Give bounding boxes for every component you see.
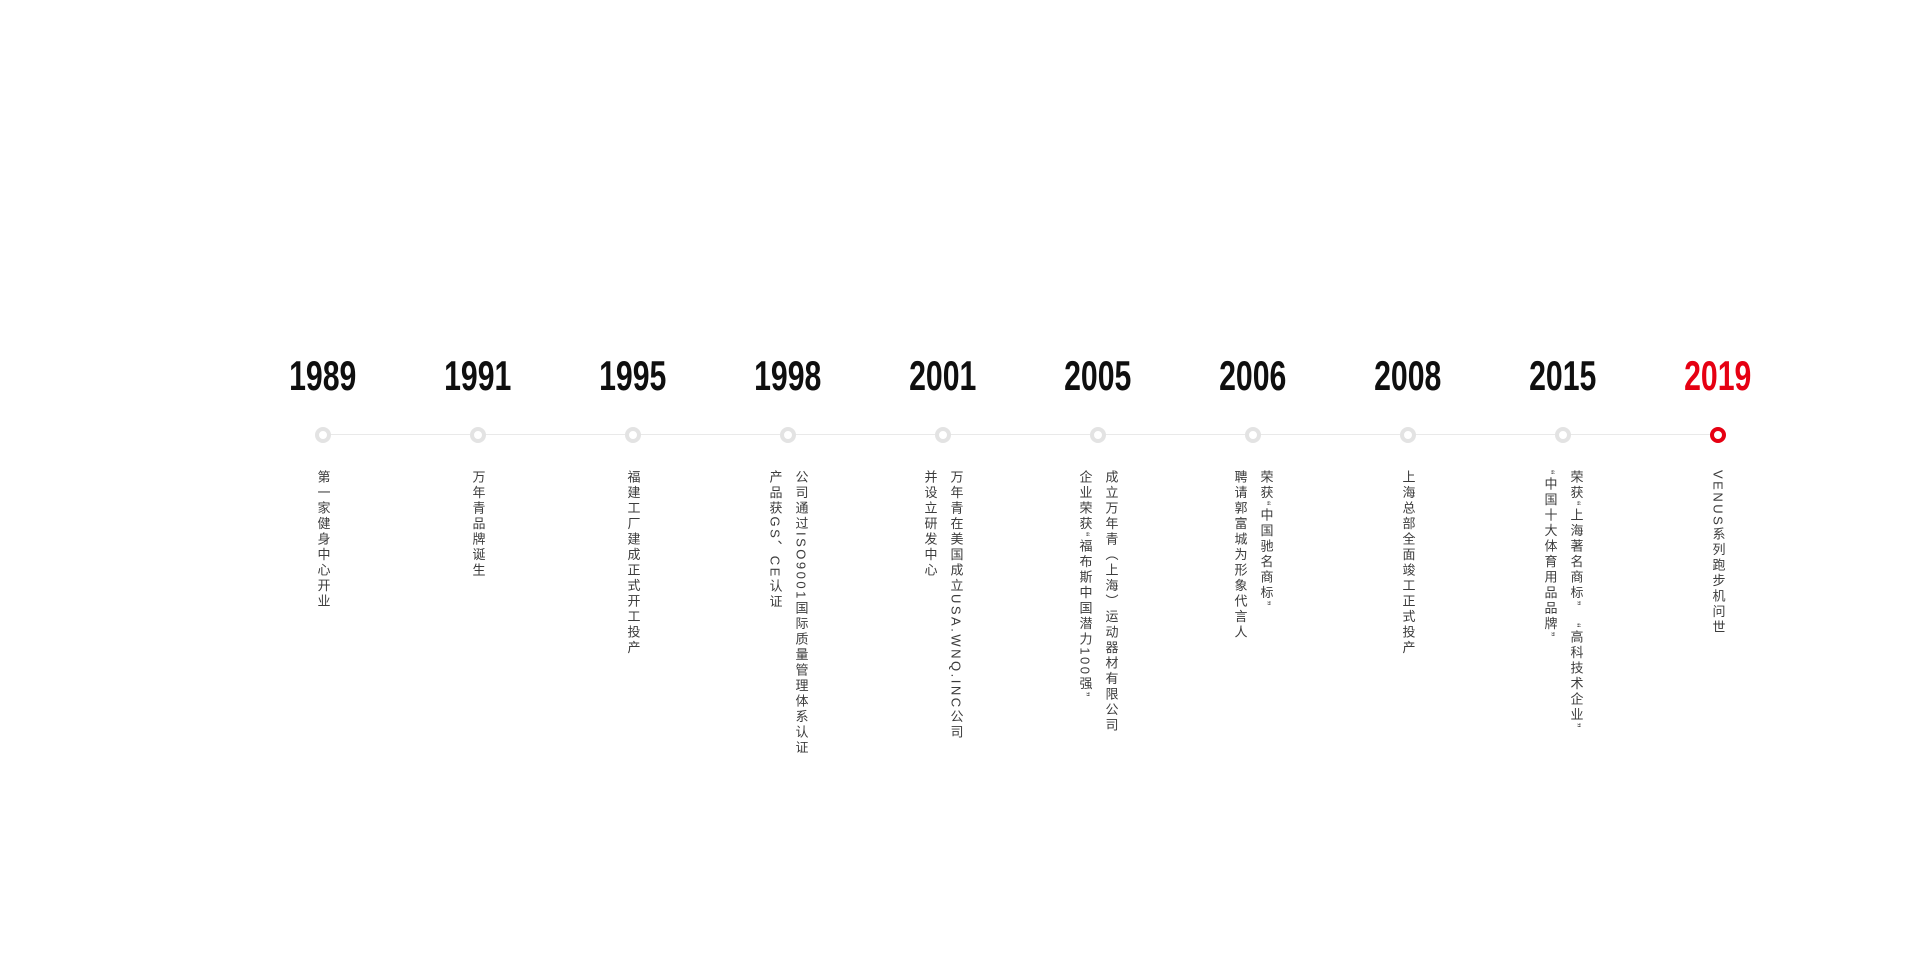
description-line: 并设立研发中心 bbox=[922, 470, 938, 579]
milestone-year: 2015 bbox=[1528, 352, 1597, 399]
milestone-description: 成立万年青（上海）运动器材有限公司 企业荣获“福布斯中国潜力100强” bbox=[1072, 470, 1124, 800]
milestone-year: 2019 bbox=[1683, 352, 1752, 399]
milestone-year: 2006 bbox=[1218, 352, 1287, 399]
milestone-description: 荣获“中国驰名商标” 聘请郭富城为形象代言人 bbox=[1227, 470, 1279, 800]
milestone-year: 1989 bbox=[288, 352, 357, 399]
timeline-milestone: 2019 VENUS系列跑步机问世 bbox=[1640, 354, 1795, 800]
milestone-description: VENUS系列跑步机问世 bbox=[1705, 470, 1731, 800]
timeline-milestone: 1998 公司通过ISO9001国际质量管理体系认证 产品获GS、CE认证 bbox=[710, 354, 865, 800]
milestone-dot-icon bbox=[934, 427, 951, 443]
description-line: 产品获GS、CE认证 bbox=[767, 470, 783, 610]
milestone-description: 荣获“上海著名商标” “高科技术企业” “中国十大体育用品品牌” bbox=[1537, 470, 1589, 800]
milestone-year: 2008 bbox=[1373, 352, 1442, 399]
timeline-milestone: 1989 第一家健身中心开业 bbox=[245, 354, 400, 800]
milestone-year: 2001 bbox=[908, 352, 977, 399]
timeline-milestone: 2001 万年青在美国成立USA.WNQ.INC公司 并设立研发中心 bbox=[865, 354, 1020, 800]
milestone-description: 第一家健身中心开业 bbox=[310, 470, 336, 800]
milestone-dot-icon bbox=[1399, 427, 1416, 443]
description-line: 企业荣获“福布斯中国潜力100强” bbox=[1077, 470, 1093, 699]
description-line: 荣获“上海著名商标” “高科技术企业” bbox=[1568, 470, 1584, 730]
description-line: 上海总部全面竣工正式投产 bbox=[1400, 470, 1416, 656]
milestone-description: 福建工厂建成正式开工投产 bbox=[620, 470, 646, 800]
description-line: 福建工厂建成正式开工投产 bbox=[625, 470, 641, 656]
timeline-milestone: 1991 万年青品牌诞生 bbox=[400, 354, 555, 800]
timeline-connector-line bbox=[323, 434, 1718, 435]
milestone-dot-icon bbox=[314, 427, 331, 443]
timeline-milestone: 2005 成立万年青（上海）运动器材有限公司 企业荣获“福布斯中国潜力100强” bbox=[1020, 354, 1175, 800]
milestone-dot-icon bbox=[1089, 427, 1106, 443]
milestone-year: 1998 bbox=[753, 352, 822, 399]
timeline-milestone: 2015 荣获“上海著名商标” “高科技术企业” “中国十大体育用品品牌” bbox=[1485, 354, 1640, 800]
milestone-description: 上海总部全面竣工正式投产 bbox=[1395, 470, 1421, 800]
milestone-year: 1995 bbox=[598, 352, 667, 399]
milestone-dot-icon bbox=[1244, 427, 1261, 443]
description-line: 万年青在美国成立USA.WNQ.INC公司 bbox=[948, 470, 964, 741]
milestone-description: 万年青品牌诞生 bbox=[465, 470, 491, 800]
timeline-milestone: 2008 上海总部全面竣工正式投产 bbox=[1330, 354, 1485, 800]
milestone-dot-icon bbox=[1554, 427, 1571, 443]
timeline-row: 1989 第一家健身中心开业 1991 万年青品牌诞生 1995 福建工厂建成正… bbox=[245, 354, 1795, 800]
timeline-milestone: 2006 荣获“中国驰名商标” 聘请郭富城为形象代言人 bbox=[1175, 354, 1330, 800]
milestone-year: 1991 bbox=[443, 352, 512, 399]
milestone-dot-icon bbox=[779, 427, 796, 443]
milestone-description: 万年青在美国成立USA.WNQ.INC公司 并设立研发中心 bbox=[917, 470, 969, 800]
description-line: 第一家健身中心开业 bbox=[315, 470, 331, 610]
description-line: 公司通过ISO9001国际质量管理体系认证 bbox=[793, 470, 809, 756]
description-line: 聘请郭富城为形象代言人 bbox=[1232, 470, 1248, 641]
milestone-dot-icon bbox=[1709, 427, 1726, 443]
milestone-dot-icon bbox=[469, 427, 486, 443]
description-line: 荣获“中国驰名商标” bbox=[1258, 470, 1274, 608]
description-line: VENUS系列跑步机问世 bbox=[1710, 470, 1726, 636]
description-line: “中国十大体育用品品牌” bbox=[1542, 470, 1558, 639]
milestone-dot-icon bbox=[624, 427, 641, 443]
description-line: 万年青品牌诞生 bbox=[470, 470, 486, 579]
milestone-description: 公司通过ISO9001国际质量管理体系认证 产品获GS、CE认证 bbox=[762, 470, 814, 800]
timeline-milestone: 1995 福建工厂建成正式开工投产 bbox=[555, 354, 710, 800]
description-line: 成立万年青（上海）运动器材有限公司 bbox=[1103, 470, 1119, 734]
milestone-year: 2005 bbox=[1063, 352, 1132, 399]
